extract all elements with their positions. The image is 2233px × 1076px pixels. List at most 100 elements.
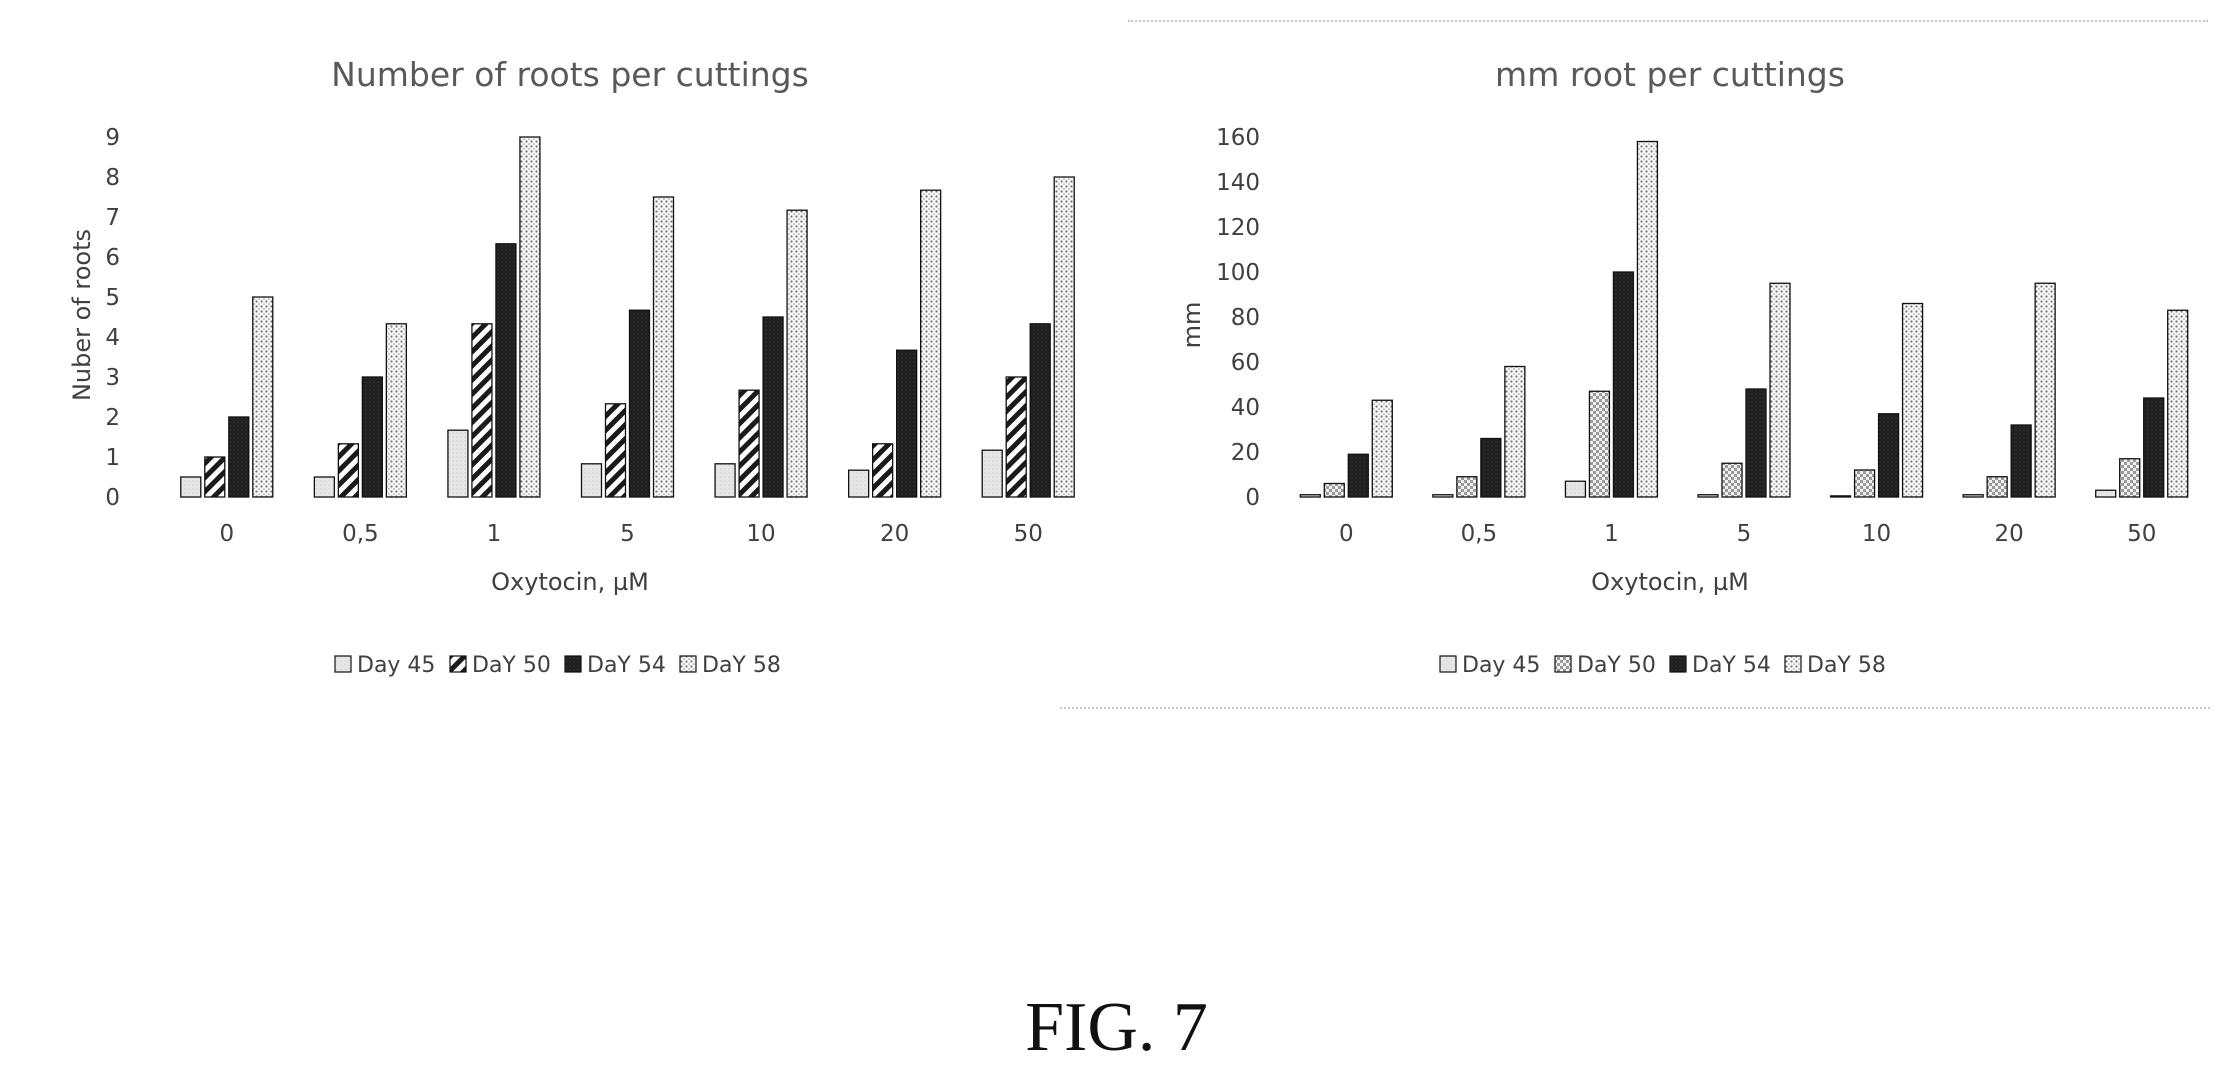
y-tick-label: 120 [1216, 215, 1260, 241]
bar-day-45-10 [714, 463, 736, 498]
bar-day-54-1 [495, 243, 517, 498]
legend-swatch [564, 655, 582, 673]
bar-day-50-5 [604, 403, 627, 498]
chart-title: mm root per cuttings [1495, 55, 1845, 94]
bar-day-50-1 [471, 323, 493, 498]
bar-day-50-20 [1986, 476, 2008, 498]
y-tick-label: 20 [1231, 440, 1260, 466]
legend-label: DaY 50 [472, 653, 551, 678]
bar-day-54-5 [1745, 388, 1767, 498]
legend-swatch [679, 655, 697, 673]
bar-day-50-10 [738, 389, 760, 498]
chart-title: Number of roots per cuttings [331, 55, 809, 94]
top-divider [1128, 20, 2208, 22]
bar-day-45-0 [1299, 494, 1321, 498]
bar-day-50-0 [1323, 482, 1345, 498]
chart-roots-count-svg: Number of roots per cuttings Oxytocin, µ… [68, 55, 1075, 678]
bar-day-45-0,5 [1432, 494, 1454, 498]
bottom-divider-right [1060, 707, 2210, 709]
legend-label: DaY 54 [1692, 653, 1771, 678]
bar-day-45-10 [1829, 495, 1852, 498]
legend-swatch [449, 655, 467, 673]
bar-day-54-10 [762, 316, 784, 498]
figure-label: FIG. 7 [1025, 989, 1208, 1066]
x-tick-label: 0 [219, 521, 234, 547]
y-axis-label: Nuber of roots [68, 229, 96, 401]
bar-day-54-50 [1029, 323, 1051, 498]
bar-day-45-50 [2095, 489, 2117, 498]
y-tick-label: 1 [105, 445, 120, 471]
bar-day-50-20 [871, 443, 894, 498]
bar-day-50-50 [2119, 458, 2141, 498]
x-tick-labels: 0 0,5 1 5 10 20 50 [1339, 521, 2156, 547]
bar-day-58-5 [652, 196, 675, 498]
bar-day-45-50 [981, 449, 1003, 498]
y-tick-label: 7 [105, 205, 120, 231]
x-tick-label: 10 [746, 521, 775, 547]
bar-day-54-1 [1612, 271, 1635, 498]
y-tick-label: 8 [105, 165, 120, 191]
x-tick-labels: 0 0,5 1 5 10 20 50 [219, 521, 1042, 547]
x-tick-label: 20 [1995, 521, 2024, 547]
y-tick-label: 140 [1216, 170, 1260, 196]
y-tick-label: 0 [105, 485, 120, 511]
bar-day-54-0 [228, 416, 250, 498]
bar-day-50-1 [1588, 390, 1611, 498]
bar-day-58-20 [2034, 282, 2056, 498]
legend-label: DaY 58 [702, 653, 781, 678]
bar-day-45-5 [580, 463, 603, 498]
legend-label: DaY 58 [1807, 653, 1886, 678]
y-tick-label: 3 [105, 365, 120, 391]
y-tick-label: 100 [1216, 260, 1260, 286]
legend: Day 45 DaY 50 DaY 54 DaY 58 [334, 653, 781, 678]
y-tick-label: 0 [1245, 485, 1260, 511]
bar-day-54-20 [2010, 424, 2032, 498]
x-tick-label: 20 [880, 521, 909, 547]
y-axis-label: mm [1178, 302, 1206, 349]
y-tick-label: 4 [105, 325, 120, 351]
chart-root-length: mm root per cuttings Oxytocin, µM mm 0 20… [1110, 0, 2233, 720]
y-tick-labels: 0 20 40 60 80 100 120 140 160 [1216, 125, 1260, 511]
legend-swatch [1669, 655, 1687, 673]
bar-day-54-5 [628, 309, 651, 498]
bar-day-58-0 [252, 296, 274, 498]
x-tick-label: 0 [1339, 521, 1354, 547]
x-axis-label: Oxytocin, µM [1591, 568, 1749, 596]
x-tick-label: 50 [2127, 521, 2156, 547]
chart-roots-count: Number of roots per cuttings Oxytocin, µ… [0, 0, 1100, 720]
bar-day-45-1 [1564, 480, 1587, 498]
y-tick-label: 6 [105, 245, 120, 271]
y-tick-label: 5 [105, 285, 120, 311]
x-tick-label: 5 [1737, 521, 1752, 547]
bar-day-50-0,5 [1456, 476, 1478, 498]
x-tick-label: 1 [1604, 521, 1619, 547]
chart-root-length-svg: mm root per cuttings Oxytocin, µM mm 0 20… [1178, 55, 2189, 678]
bar-day-54-20 [895, 349, 918, 498]
bar-day-58-50 [2167, 309, 2189, 498]
bar-day-58-1 [519, 136, 541, 498]
legend-swatch [1784, 655, 1802, 673]
y-tick-label: 60 [1231, 350, 1260, 376]
bar-day-45-20 [1962, 494, 1984, 498]
x-tick-label: 0,5 [1461, 521, 1498, 547]
bar-day-54-0,5 [1480, 437, 1502, 498]
y-tick-label: 80 [1231, 305, 1260, 331]
bar-day-54-0 [1347, 453, 1369, 498]
x-tick-label: 1 [487, 521, 502, 547]
legend: Day 45 DaY 50 DaY 54 DaY 58 [1439, 653, 1886, 678]
bar-day-58-50 [1053, 176, 1075, 498]
legend-swatch [1554, 655, 1572, 673]
x-tick-label: 5 [620, 521, 635, 547]
bar-day-45-0 [180, 476, 202, 498]
y-tick-label: 160 [1216, 125, 1260, 151]
y-tick-label: 40 [1231, 395, 1260, 421]
bar-day-58-10 [786, 209, 808, 498]
bar-day-45-5 [1697, 494, 1719, 498]
bar-day-58-5 [1769, 282, 1791, 498]
bar-day-54-50 [2143, 397, 2165, 498]
bar-day-58-0,5 [1504, 365, 1526, 498]
x-tick-label: 50 [1014, 521, 1043, 547]
bars [1299, 140, 2189, 498]
x-tick-label: 0,5 [342, 521, 379, 547]
y-tick-label: 9 [105, 125, 120, 151]
